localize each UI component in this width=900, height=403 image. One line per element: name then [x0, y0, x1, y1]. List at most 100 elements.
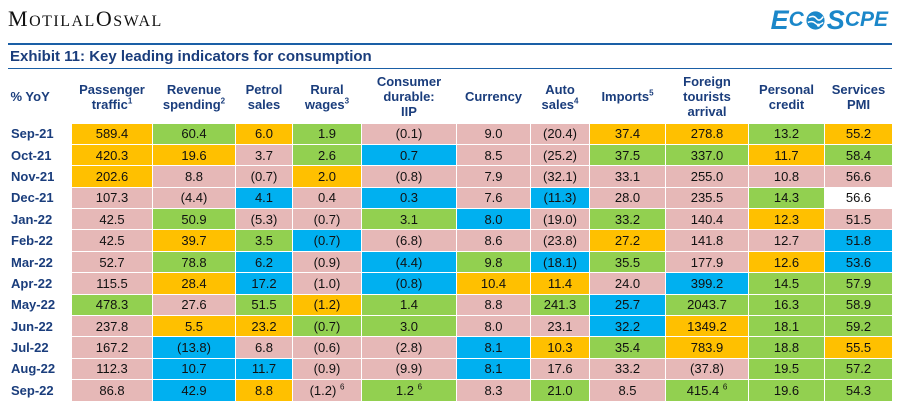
table-cell: 478.3 — [71, 293, 153, 317]
cell-value: 86.8 — [99, 382, 125, 398]
table-cell: 112.3 — [71, 357, 153, 381]
table-cell: 39.7 — [152, 229, 236, 252]
table-cell: (5.3) — [235, 208, 293, 231]
table-cell: 32.2 — [589, 315, 666, 338]
cell-value: 6.8 — [254, 340, 274, 356]
cell-value: (6.8) — [395, 233, 423, 249]
cell-value: 52.7 — [99, 254, 125, 270]
table-cell: 8.5 — [589, 379, 666, 402]
column-header-line: traffic — [91, 96, 128, 112]
table-cell: 58.9 — [824, 293, 893, 317]
cell-value: (0.8) — [395, 275, 423, 291]
table-cell: 42.9 — [152, 379, 236, 402]
table-cell: 8.8 — [152, 165, 236, 188]
cell-value: 12.6 — [773, 254, 800, 270]
cell-value: 6.0 — [254, 126, 274, 142]
cell-value: 478.3 — [95, 297, 129, 313]
cell-value: 55.5 — [845, 340, 872, 356]
column-header-line: wages — [304, 96, 345, 112]
cell-value: 78.8 — [181, 254, 207, 270]
column-header-line: Revenue — [166, 81, 222, 97]
table-cell: 18.1 — [748, 315, 825, 338]
table-cell: 202.6 — [71, 165, 153, 188]
footnote-marker: 6 — [722, 382, 728, 392]
table-row: May-22 478.3 27.6 51.5 (1.2) 1.4 8.8 241.3 25.7 2… — [8, 293, 893, 317]
table-cell: 337.0 — [665, 143, 749, 167]
cell-value: 0.4 — [317, 190, 337, 206]
cell-value: 17.6 — [547, 361, 573, 377]
table-cell: 53.6 — [824, 250, 893, 274]
table-cell: 5.5 — [152, 315, 236, 338]
table-cell: (0.9) — [292, 357, 362, 381]
cell-value: (0.7) — [313, 318, 341, 334]
cell-value: 141.8 — [690, 233, 724, 249]
cell-value: 0.3 — [399, 190, 419, 206]
table-cell: 28.0 — [589, 186, 666, 210]
column-header-line: Auto — [545, 81, 575, 97]
cell-value: 7.9 — [484, 168, 503, 184]
table-cell: 783.9 — [665, 336, 749, 359]
table-row: Aug-22 112.3 10.7 11.7 (0.9) (9.9) 8.1 17.6 33.2… — [8, 357, 893, 381]
cell-value: 59.2 — [845, 318, 872, 334]
table-cell: (19.0) — [530, 208, 590, 231]
cell-value: 16.3 — [773, 297, 800, 313]
table-cell: 4.1 — [235, 186, 293, 210]
table-cell: 11.4 — [530, 272, 590, 295]
cell-value: 783.9 — [690, 340, 724, 356]
cell-value: 23.1 — [547, 318, 573, 334]
table-cell: (0.7) — [292, 208, 362, 231]
table-cell: 10.8 — [748, 165, 825, 188]
table-cell: 42.5 — [71, 229, 153, 252]
column-header: % YoY — [9, 71, 72, 123]
table-cell: 3.1 — [361, 208, 457, 231]
cell-value: 57.2 — [845, 361, 872, 377]
cell-value: 14.3 — [773, 190, 800, 206]
cell-value: 8.0 — [484, 318, 503, 334]
row-month: Oct-21 — [8, 143, 72, 167]
table-cell: 55.2 — [824, 122, 893, 145]
cell-value: 202.6 — [95, 168, 129, 184]
table-cell: 6.0 — [235, 122, 293, 145]
cell-value: 11.7 — [774, 147, 799, 163]
cell-value: 235.5 — [690, 190, 724, 206]
table-cell: 235.5 — [665, 186, 749, 210]
cell-value: 58.9 — [845, 297, 872, 313]
cell-value: 33.1 — [614, 168, 641, 184]
table-cell: (0.7) — [235, 165, 293, 188]
table-cell: 33.1 — [589, 165, 666, 188]
table-cell: 399.2 — [665, 272, 749, 295]
table-cell: 167.2 — [71, 336, 153, 359]
title-bottom-rule — [8, 68, 892, 69]
table-cell: 3.5 — [235, 229, 293, 252]
cell-value: (0.9) — [313, 254, 341, 270]
cell-value: 6.2 — [254, 254, 274, 270]
cell-value: 5.5 — [184, 318, 204, 334]
cell-value: 415.4 — [686, 382, 720, 398]
table-cell: 241.3 — [530, 293, 590, 317]
table-cell: 35.5 — [589, 250, 666, 274]
column-header-line: arrival — [687, 104, 727, 120]
footnote-marker: 4 — [574, 96, 579, 106]
cell-value: (20.4) — [543, 126, 577, 142]
cell-value: 107.3 — [95, 190, 129, 206]
cell-value: 51.8 — [845, 233, 872, 249]
table-header-row: % YoY Passenger traffic1 Revenue spending2 Pe… — [8, 71, 893, 123]
row-month: Feb-22 — [8, 229, 72, 252]
table-row: Sep-22 86.8 42.9 8.8 (1.2) 6 1.2 6 8.3 21.0 8.5 4… — [8, 379, 893, 402]
table-cell: 19.6 — [748, 379, 825, 402]
footnote-marker: 1 — [127, 96, 133, 106]
table-cell: 9.0 — [456, 122, 531, 145]
table-cell: (11.3) — [530, 186, 590, 210]
table-cell: 14.5 — [748, 272, 825, 295]
table-cell: 57.9 — [824, 272, 893, 295]
table-cell: 1.2 6 — [361, 379, 457, 402]
footnote-marker: 3 — [344, 96, 350, 106]
cell-value: (4.4) — [180, 190, 208, 206]
table-cell: 7.6 — [456, 186, 531, 210]
table-cell: 55.5 — [824, 336, 893, 359]
cell-value: 3.7 — [254, 147, 274, 163]
column-header: Services PMI — [825, 71, 893, 123]
column-header-line: Consumer — [376, 74, 442, 90]
table-cell: 16.3 — [748, 293, 825, 317]
table-cell: (4.4) — [361, 250, 457, 274]
